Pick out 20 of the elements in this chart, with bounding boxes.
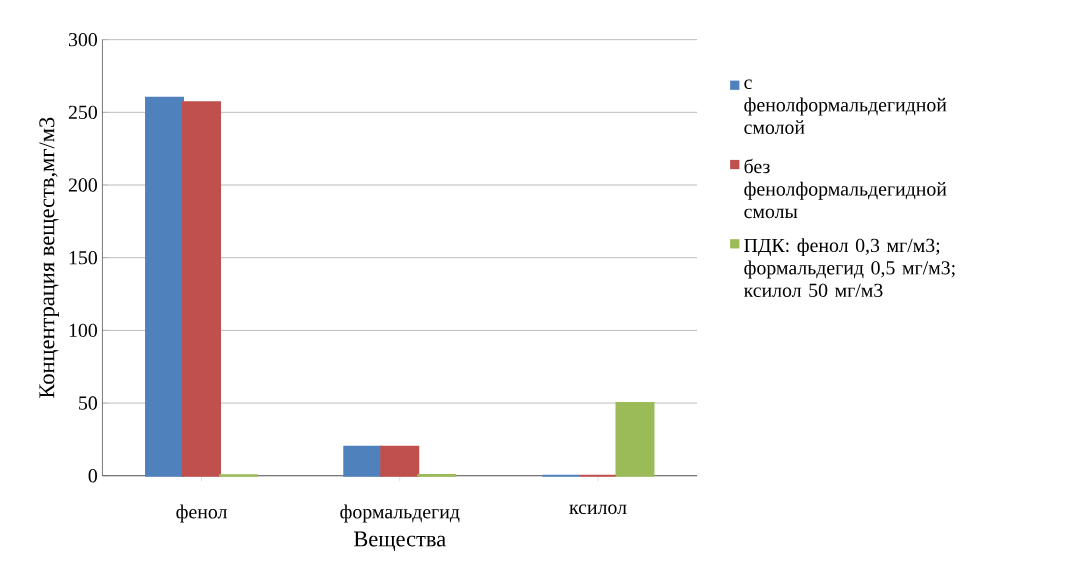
bar	[145, 96, 185, 477]
y-tick-label: 300	[68, 33, 98, 47]
y-tick-label: 150	[69, 251, 98, 265]
bar	[182, 101, 222, 477]
y-tick-label: 200	[68, 178, 98, 192]
y-tick-label: 100	[69, 323, 98, 338]
y-tick-label: 250	[68, 105, 98, 120]
bar	[343, 445, 383, 477]
y-tick-label: 0	[88, 469, 98, 483]
bar	[380, 445, 420, 477]
x-axis-title: Вещества	[353, 531, 446, 552]
bar	[615, 402, 655, 477]
y-tick-label: 50	[79, 396, 98, 410]
y-axis-title: Концентрация веществ,мг/м3	[39, 117, 59, 399]
x-tick-label: ксилол	[569, 504, 627, 515]
legend-label: без фенолформальдегидной смолы	[744, 158, 947, 219]
legend-label: ПДК: фенол 0,3 мг/м3; формальдегид 0,5 мг/м3; ксилол 50 мг/м3	[743, 238, 955, 298]
x-tick-label: фенол	[176, 504, 227, 523]
x-tick-label: формальдегид	[340, 504, 460, 523]
legend-label: с фенолформальдегидной смолой	[744, 79, 947, 135]
